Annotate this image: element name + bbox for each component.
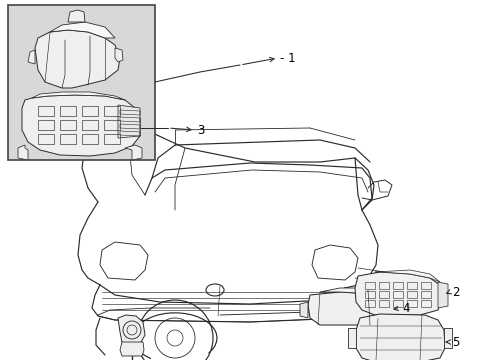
Polygon shape <box>22 95 140 156</box>
Polygon shape <box>374 270 439 282</box>
Polygon shape <box>118 315 145 346</box>
Polygon shape <box>443 328 451 348</box>
Polygon shape <box>307 292 385 325</box>
Text: 3: 3 <box>197 123 204 136</box>
Polygon shape <box>115 48 123 62</box>
Text: 2: 2 <box>451 285 459 298</box>
Polygon shape <box>299 302 307 318</box>
Polygon shape <box>118 105 140 138</box>
Polygon shape <box>28 50 35 64</box>
Bar <box>8 5 155 160</box>
Polygon shape <box>18 145 28 160</box>
Polygon shape <box>50 22 115 38</box>
Polygon shape <box>32 92 125 100</box>
Polygon shape <box>120 342 143 356</box>
Polygon shape <box>354 272 441 315</box>
Polygon shape <box>355 314 444 360</box>
Polygon shape <box>35 30 120 88</box>
Polygon shape <box>319 288 381 294</box>
Text: 4: 4 <box>401 302 408 315</box>
Text: - 1: - 1 <box>280 53 295 66</box>
Polygon shape <box>437 282 447 308</box>
Polygon shape <box>347 328 355 348</box>
Text: 5: 5 <box>451 336 458 348</box>
Polygon shape <box>68 10 85 22</box>
Polygon shape <box>125 145 142 160</box>
